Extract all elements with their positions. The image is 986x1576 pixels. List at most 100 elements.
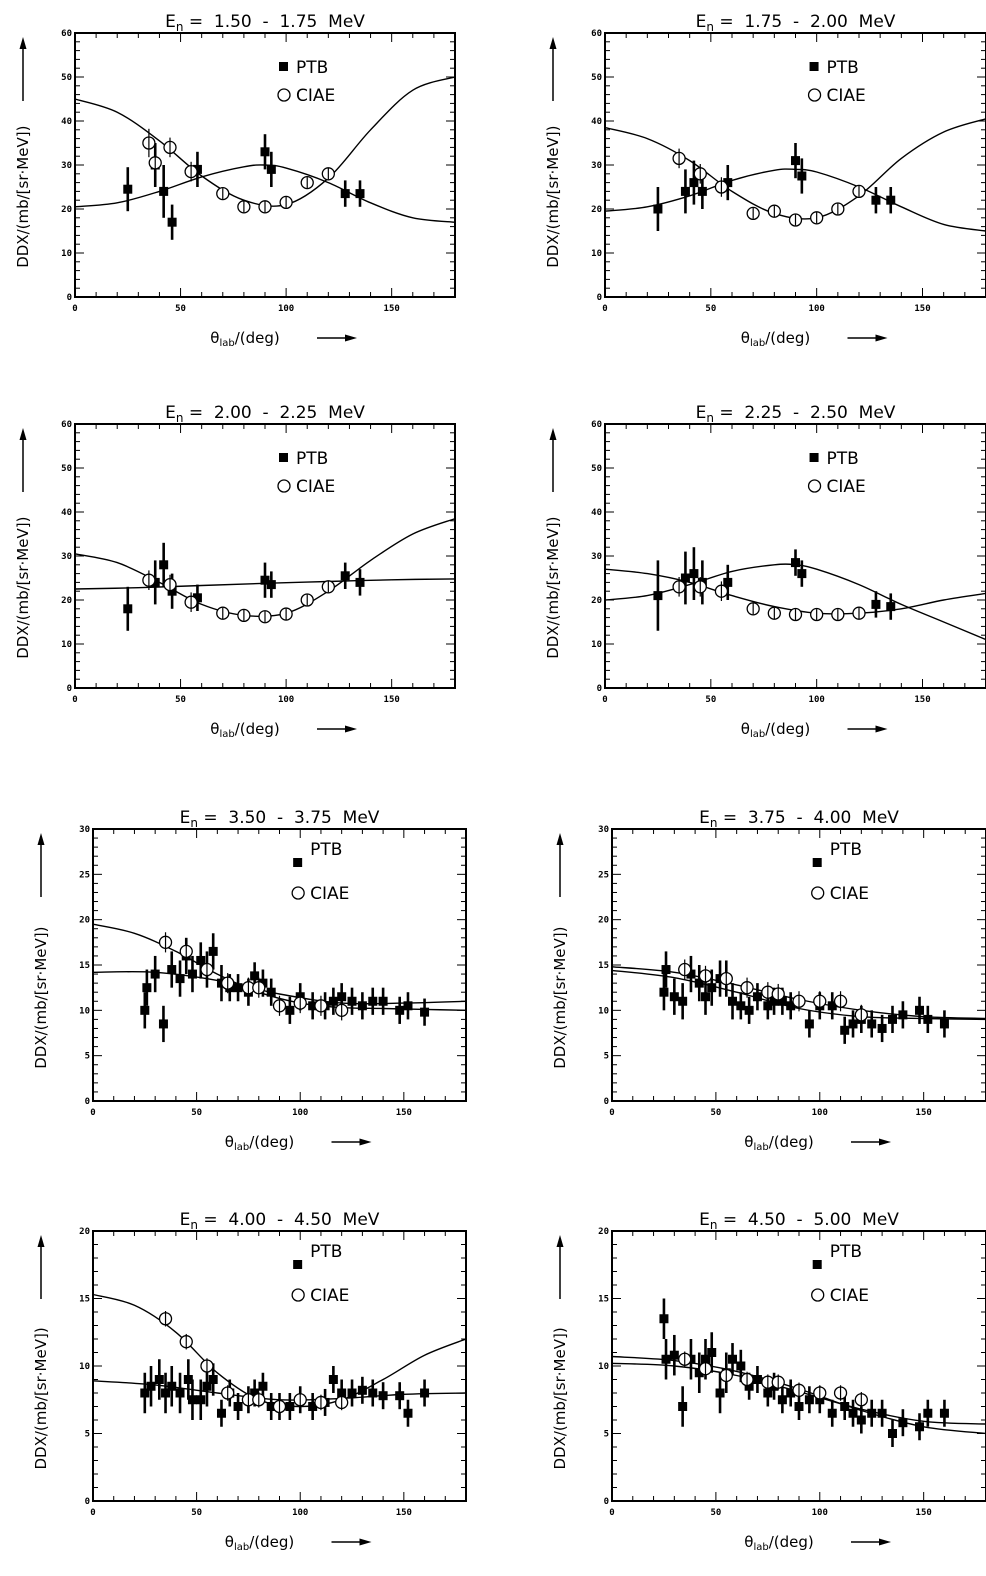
ptb-point	[791, 558, 800, 568]
legend-ciae-marker	[291, 1288, 305, 1302]
legend-ptb-label: PTB	[830, 840, 862, 860]
x-tick-label: 150	[916, 1508, 932, 1518]
y-tick-label: 10	[598, 1362, 609, 1372]
y-tick-label: 0	[597, 293, 602, 303]
ptb-point	[888, 1429, 897, 1438]
ptb-point	[285, 1005, 295, 1015]
series-ciae	[672, 148, 866, 227]
title-symbol: E	[165, 12, 176, 32]
ptb-point	[939, 1408, 949, 1418]
ptb-point	[378, 996, 388, 1006]
legend: PTB CIAE	[811, 1242, 869, 1306]
ptb-point	[395, 1005, 405, 1015]
ptb-point	[659, 1314, 669, 1324]
ptb-point	[840, 1025, 850, 1035]
x-tick-label: 100	[809, 304, 825, 314]
legend-ciae-marker	[807, 88, 822, 102]
y-tick-label: 5	[85, 1052, 90, 1062]
x-label-symbol: θ	[744, 1533, 753, 1551]
ptb-point	[233, 983, 243, 993]
title-rest: = 4.50 - 5.00 MeV	[717, 1210, 899, 1230]
chart-panel-2: 0 50 100 150 0 10 20 30 40 50 60 PTB CIAE En = 1.75 -…	[544, 12, 986, 349]
ptb-point	[395, 1391, 405, 1401]
y-axis-label: DDX/(mb/[sr·MeV])	[544, 126, 562, 268]
ptb-point	[355, 577, 365, 587]
legend-ciae-label: CIAE	[827, 86, 866, 106]
ptb-point	[187, 969, 197, 979]
axis-ticks	[92, 828, 467, 1102]
x-label-subscript: lab	[219, 338, 234, 349]
ptb-point	[150, 577, 160, 587]
axis-ticks	[74, 32, 456, 298]
y-tick-label: 15	[598, 961, 609, 971]
ptb-point	[123, 184, 133, 194]
series-ciae	[678, 1351, 868, 1408]
series-ciae	[158, 932, 349, 1021]
legend-ciae-marker	[277, 88, 291, 102]
y-tick-label: 20	[61, 205, 72, 215]
series-ptb	[653, 547, 896, 631]
x-label-subscript: lab	[753, 1542, 768, 1553]
x-tick-label: 150	[384, 304, 400, 314]
x-axis-arrow-head	[345, 334, 357, 342]
x-axis-arrow-head	[879, 1138, 891, 1146]
x-tick-label: 100	[809, 695, 825, 705]
series-ptb	[659, 951, 949, 1044]
y-axis-label: DDX/(mb/[sr·MeV])	[551, 1327, 569, 1469]
ptb-point	[368, 996, 378, 1006]
y-tick-label: 60	[591, 29, 602, 39]
ptb-point	[804, 1395, 814, 1405]
y-tick-label: 15	[79, 961, 90, 971]
x-label-subscript: lab	[219, 729, 234, 740]
x-label-symbol: θ	[225, 1133, 234, 1151]
ptb-point	[856, 1415, 866, 1425]
x-axis-arrow-head	[875, 334, 888, 342]
ptb-point	[867, 1408, 877, 1418]
x-tick-label: 0	[602, 304, 607, 314]
ptb-point	[196, 1395, 206, 1405]
y-axis-label: DDX/(mb/[sr·MeV])	[32, 927, 50, 1069]
ptb-point	[689, 178, 699, 188]
y-tick-label: 25	[79, 870, 90, 880]
chart-title: En = 3.75 - 4.00 MeV	[699, 808, 899, 830]
plot-frame	[611, 828, 986, 1102]
title-symbol: E	[696, 403, 707, 423]
y-tick-label: 40	[591, 117, 602, 127]
ptb-point	[328, 996, 338, 1006]
ptb-point	[715, 1388, 725, 1398]
ptb-point	[159, 186, 169, 196]
title-rest: = 4.00 - 4.50 MeV	[198, 1210, 380, 1230]
x-axis-arrow-head	[875, 725, 888, 733]
ptb-point	[420, 1007, 430, 1017]
title-subscript: n	[190, 1218, 198, 1232]
ptb-point	[797, 569, 807, 579]
title-subscript: n	[176, 411, 184, 425]
ptb-point	[192, 164, 202, 174]
axis-ticks	[611, 1230, 986, 1502]
y-tick-label: 20	[591, 596, 602, 606]
ptb-point	[161, 1388, 171, 1398]
y-tick-label: 30	[591, 552, 602, 562]
x-tick-label: 150	[384, 695, 400, 705]
plot-frame	[74, 423, 456, 689]
ptb-point	[728, 996, 738, 1006]
legend-ptb-marker	[293, 1260, 303, 1269]
series-ptb	[140, 1359, 430, 1427]
y-tick-label: 60	[61, 29, 72, 39]
ptb-point	[159, 560, 169, 570]
x-tick-label: 100	[812, 1508, 828, 1518]
x-axis-label: θlab/(deg)	[744, 1533, 813, 1553]
x-tick-label: 150	[916, 1108, 932, 1118]
title-subscript: n	[706, 20, 714, 34]
x-tick-label: 100	[292, 1108, 308, 1118]
x-tick-label: 0	[609, 1508, 614, 1518]
legend-ptb-marker	[812, 1260, 822, 1269]
legend-ptb-label: PTB	[310, 1242, 342, 1262]
x-tick-label: 50	[710, 1108, 721, 1118]
x-label-symbol: θ	[741, 720, 750, 738]
legend: PTB CIAE	[811, 840, 869, 904]
ptb-point	[150, 969, 160, 979]
y-tick-label: 0	[67, 293, 72, 303]
ptb-point	[777, 1395, 787, 1405]
chart-title: En = 4.00 - 4.50 MeV	[180, 1210, 380, 1232]
